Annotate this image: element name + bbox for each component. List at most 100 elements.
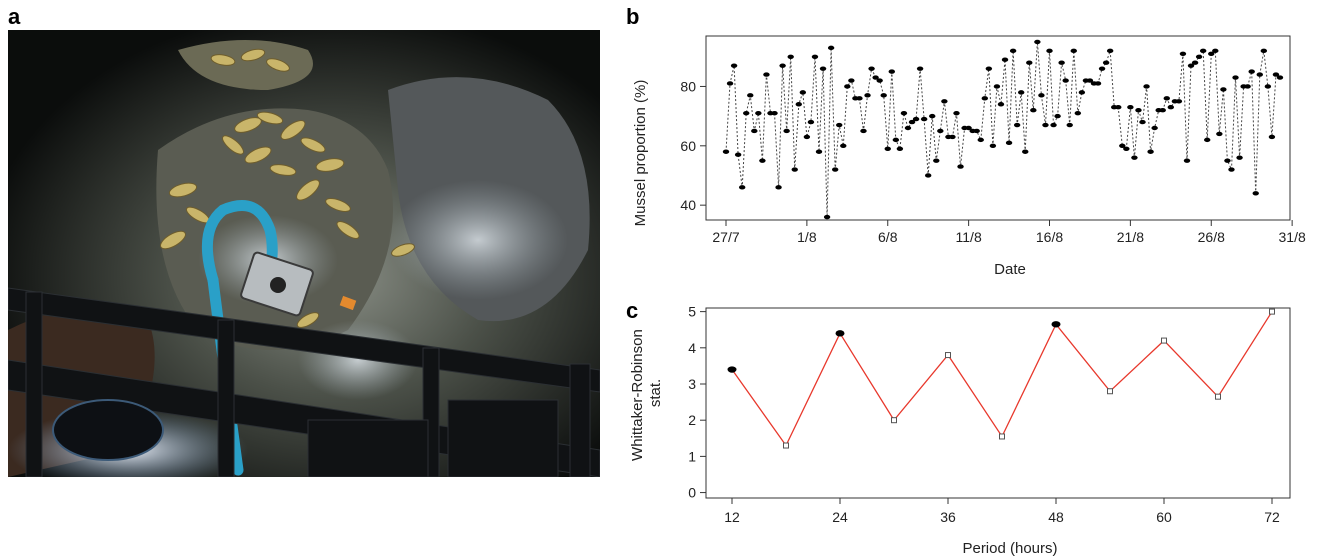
chart-b-frame [705,35,1291,221]
chart-b-point [1248,69,1255,74]
chart-b-point [1183,158,1191,163]
chart-b-point [872,75,879,80]
chart-b-point [1123,146,1130,151]
chart-b-point [738,185,746,190]
chart-b-ytick-label: 40 [680,197,696,213]
chart-b-point [743,110,750,116]
chart-b-xtick-label: 6/8 [878,229,898,245]
chart-b-point [726,81,734,86]
chart-b-point [1151,125,1158,131]
chart-b-point [1038,93,1045,98]
sampling-hose [201,200,278,296]
chart-b-point [1159,107,1166,113]
panel-label-c: c [626,298,639,323]
chart-b-point [880,93,887,98]
chart-c-significant-point [835,330,845,337]
chart-b-point [1102,60,1110,65]
chart-b-point [1191,60,1199,65]
chart-b-point [1208,51,1215,57]
chart-b-point [888,69,895,74]
chart-b-point [896,146,904,151]
chart-b-ytick-label: 60 [680,138,696,154]
chart-b-point [1058,60,1065,65]
chart-c-point [945,352,951,359]
chart-b-point [1005,140,1013,146]
chart-b-point [783,128,790,134]
chart-c-series-line [731,311,1273,447]
chart-c-ytick-label: 5 [688,304,696,320]
chart-b-point [933,158,940,163]
chart-b-point [868,66,875,71]
chart-c-ylabel-line1: Whittaker-Robinson [629,329,646,461]
chart-b-point [1094,81,1102,86]
panel-label-b: b [626,4,640,29]
chart-b-point [775,185,782,190]
mussel-cluster [160,48,415,347]
chart-b-point [1268,134,1276,140]
chart-b-point [1195,54,1203,59]
chart-b-point [1175,99,1183,104]
chart-c-point [1269,308,1275,315]
chart-b-point [803,134,811,140]
seafloor-photo [8,30,600,477]
chart-b-point [1204,137,1211,143]
chart-b-point [1034,39,1041,45]
chart-b-point [1070,48,1077,54]
chart-b-point [1022,149,1029,154]
chart-b-point [1062,78,1069,83]
chart-b-xtick-label: 27/7 [712,229,739,245]
chart-b-xlabel: Date [994,261,1026,278]
chart-c-xtick-label: 36 [940,509,956,525]
chart-b-point [1078,90,1086,95]
chart-b-point [840,143,847,149]
chart-b-point [836,122,843,128]
chart-c-ytick-label: 2 [688,412,696,428]
chart-b-point [1276,75,1284,80]
chart-b-point [900,110,908,116]
chart-b-point [1244,84,1251,89]
chart-b-point [973,128,980,134]
chart-c-significant-point [727,366,737,373]
chart-b-point [1086,78,1094,83]
chart-b-point [1179,51,1187,57]
chart-b-point [1163,96,1170,101]
chart-b-point [815,149,823,154]
chart-c-frame [705,307,1291,499]
chart-b-point [831,167,839,172]
chart-b-point [884,146,891,151]
chart-c-xtick-label: 48 [1048,509,1064,525]
chart-c-ytick-label: 0 [688,485,696,501]
chart-b-point [1042,122,1049,128]
chart-b-point [771,110,778,116]
chart-b-point [912,116,920,122]
chart-b-point [949,134,956,140]
chart-b-point [827,45,835,51]
chart-b-point [1147,149,1154,154]
chart-b-point [763,72,770,77]
chart-c-xtick-label: 60 [1156,509,1172,525]
chart-b-point [1009,48,1017,54]
chart-b-xtick-label: 26/8 [1198,229,1225,245]
chart-b-point [953,110,960,116]
chart-b-point [1030,107,1037,113]
chart-b-point [1224,158,1231,163]
chart-b-point [799,90,807,95]
chart-b-point [860,128,867,134]
chart-b-point [1001,57,1009,62]
chart-c-point [1161,337,1167,344]
chart-b-point [908,119,916,125]
chart-b-series-line [725,41,1281,218]
chart-b-point [1139,119,1146,125]
chart-b-point [722,149,730,154]
chart-b-point [904,125,912,131]
marker-tag [339,295,357,311]
chart-c-ytick-label: 1 [688,448,696,464]
chart-c-point [1215,393,1221,400]
chart-b-point [989,143,997,149]
bacterial-mat [388,180,568,300]
chart-b-point [981,96,989,101]
chart-c-ytick-label: 4 [688,340,696,356]
chart-b-point [823,214,831,220]
chart-b-point [957,164,964,169]
